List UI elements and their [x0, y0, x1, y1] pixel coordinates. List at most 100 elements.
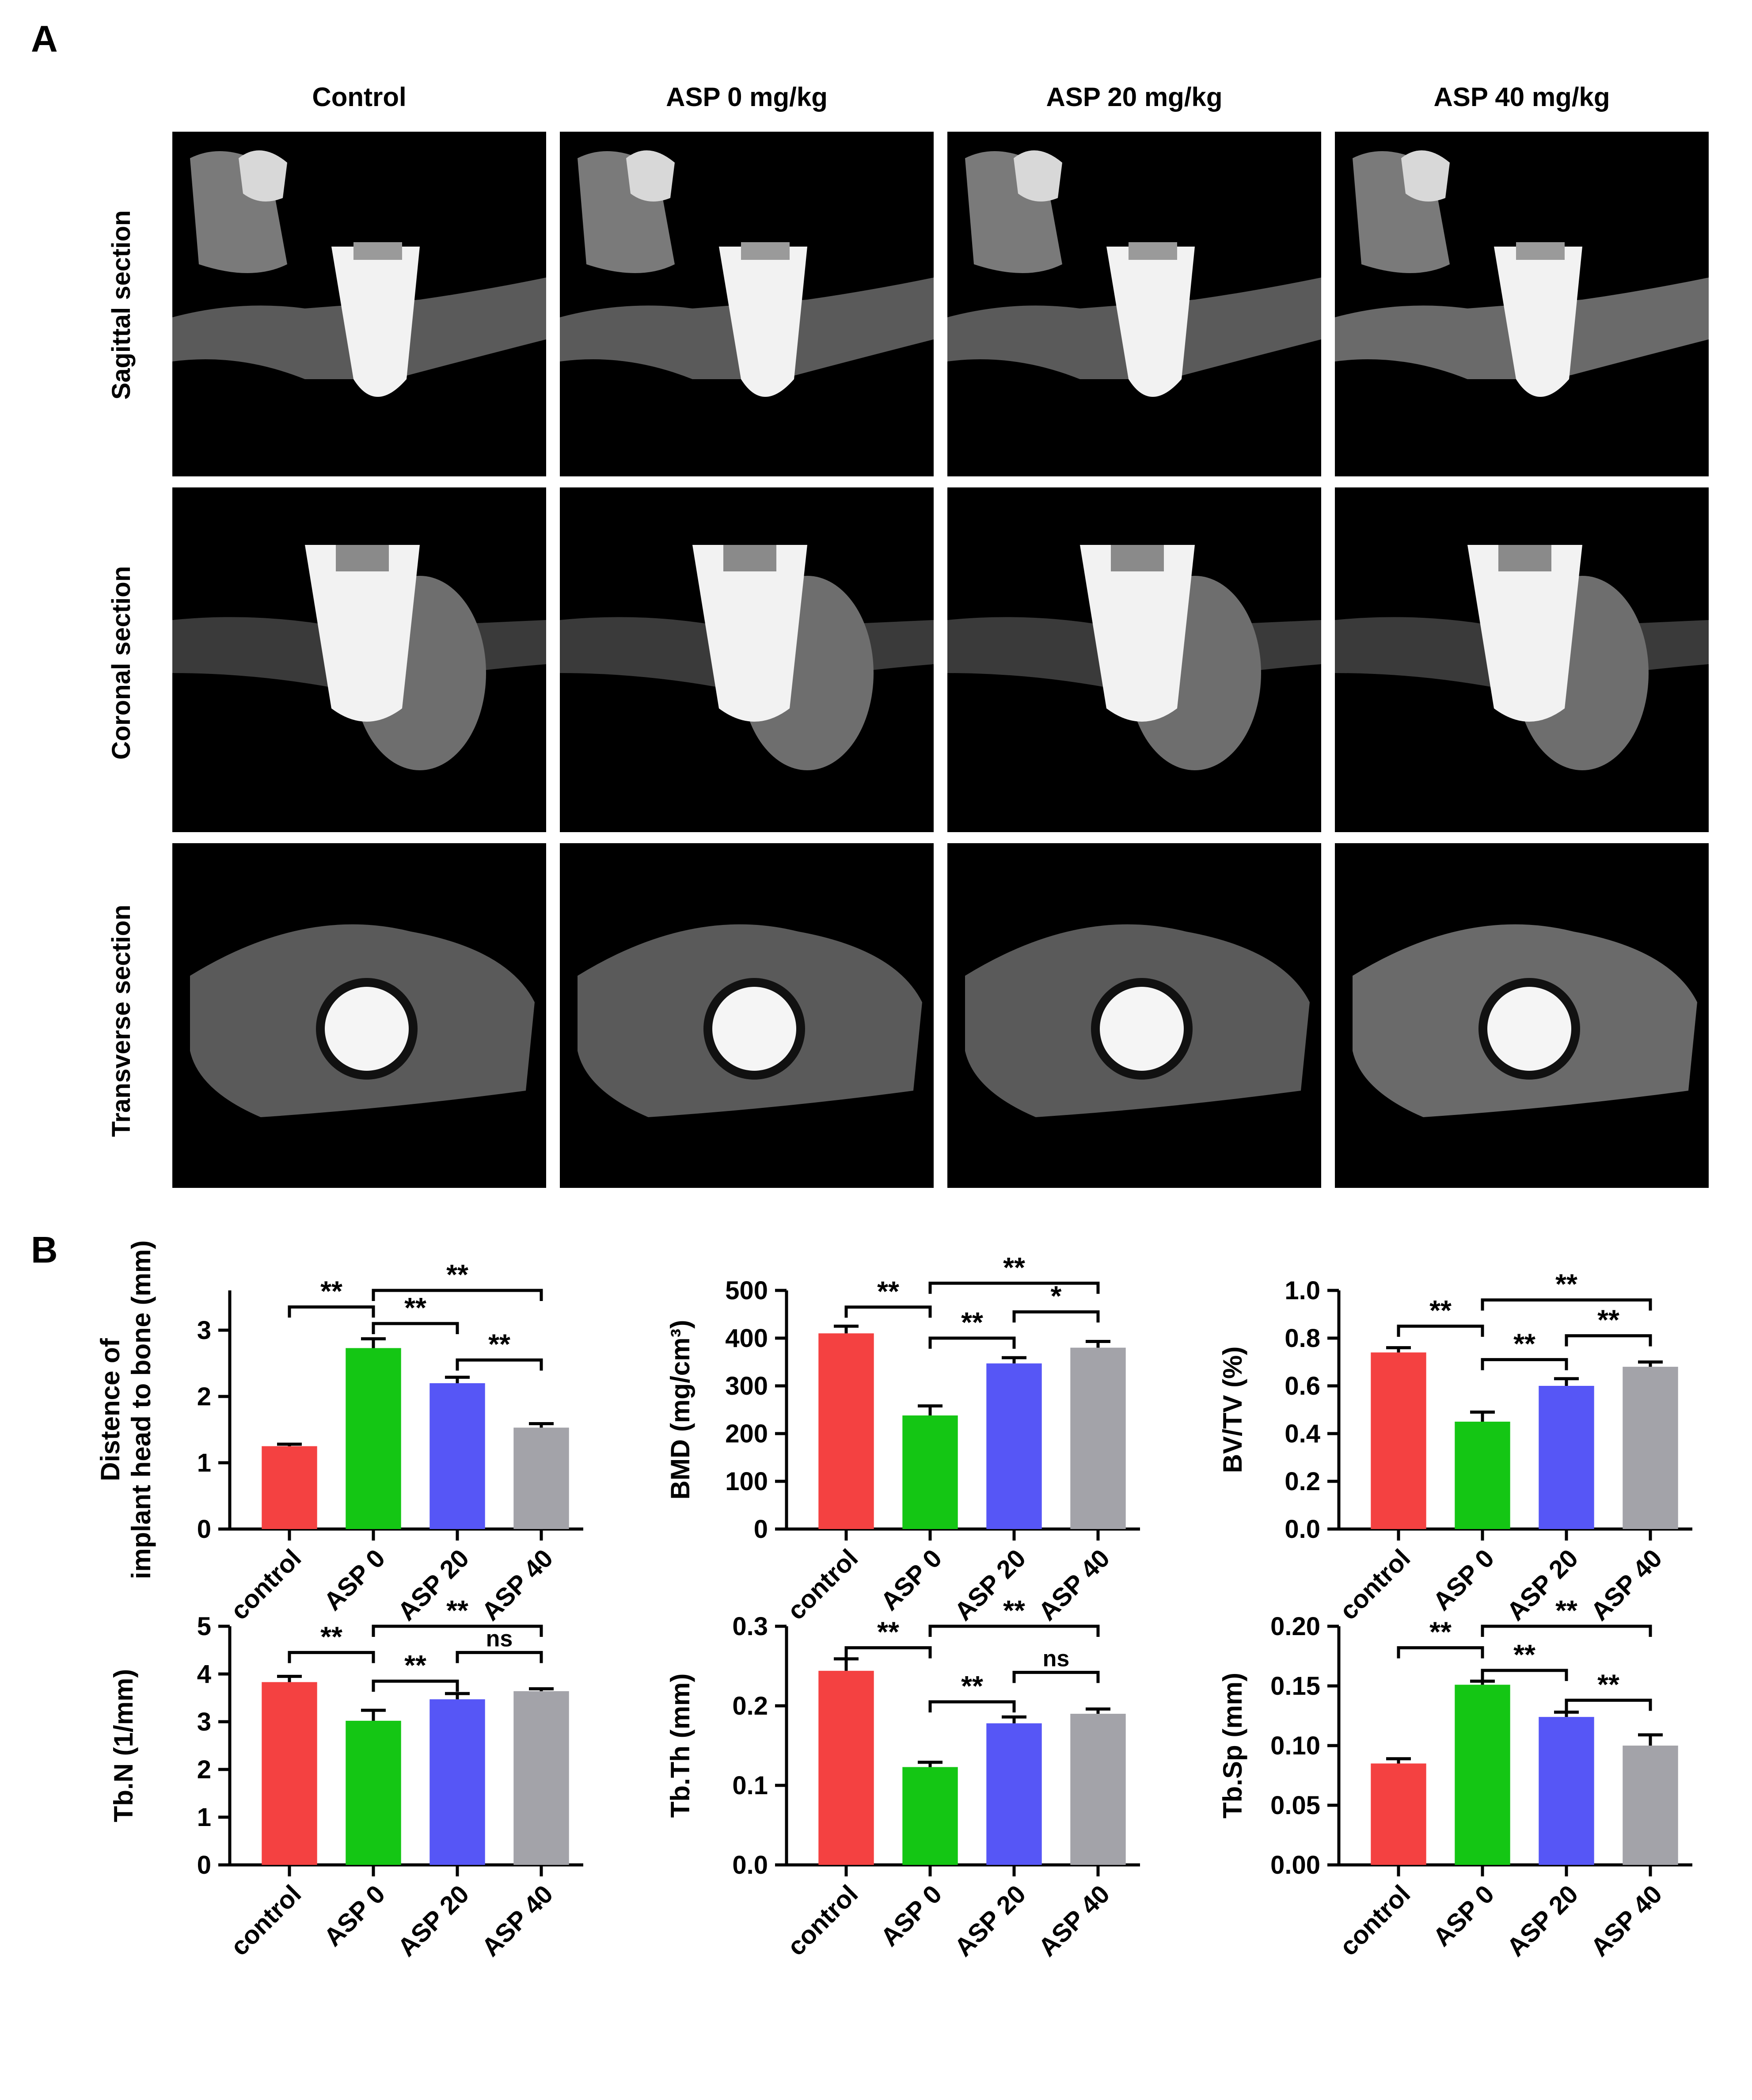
bar-asp-0: [346, 1348, 401, 1529]
significance-bracket: [1012, 1670, 1100, 1683]
y-axis-label: Tb.N (1/mm): [109, 1669, 138, 1822]
implant-cap: [1498, 545, 1551, 571]
significance-label: **: [404, 1292, 426, 1324]
significance-label: **: [1597, 1304, 1619, 1336]
y-tick-label: 5: [197, 1612, 211, 1641]
implant-disc: [1487, 987, 1571, 1071]
y-tick-label: 200: [725, 1419, 768, 1448]
y-axis-label: Tb.Sp (mm): [1218, 1673, 1247, 1818]
significance-bracket: [844, 1646, 932, 1659]
significance-bracket: [1481, 1358, 1568, 1370]
significance-label: **: [1429, 1294, 1452, 1326]
column-title-asp20: ASP 20 mg/kg: [1046, 82, 1223, 112]
significance-bracket: [928, 1700, 1016, 1712]
significance-label: **: [1555, 1268, 1577, 1300]
y-tick-label: 400: [725, 1324, 768, 1353]
y-tick-label: 100: [725, 1467, 768, 1496]
column-title-asp0: ASP 0 mg/kg: [666, 82, 828, 112]
row-title-coronal: Coronal section: [107, 566, 136, 760]
implant-shape: [331, 247, 420, 397]
bar-control: [1371, 1763, 1426, 1865]
significance-bracket: [372, 1679, 459, 1692]
x-tick-label: ASP 0: [1427, 1879, 1500, 1952]
significance-label: ns: [486, 1626, 513, 1651]
x-tick-label: ASP 20: [949, 1879, 1032, 1962]
implant-cap: [1129, 242, 1177, 260]
implant-shape: [1080, 545, 1195, 722]
significance-label: **: [1513, 1639, 1535, 1670]
y-tick-label: 0: [197, 1515, 211, 1544]
y-tick-label: 500: [725, 1276, 768, 1305]
implant-shape: [719, 247, 807, 397]
y-tick-label: 2: [197, 1382, 211, 1411]
row-title-sagittal: Sagittal section: [107, 210, 136, 400]
implant-cap: [336, 545, 389, 571]
significance-bracket: [1481, 1298, 1652, 1311]
chart-bmd: 0 100 200 300 400 500 BMD (mg/cm³) control ASP 0…: [641, 1237, 1215, 1746]
tooth-crown: [1014, 150, 1062, 202]
ct-image-sagittal-control: [172, 132, 546, 476]
bar-asp-40: [1070, 1714, 1126, 1865]
significance-label: **: [1555, 1594, 1577, 1626]
significance-bracket: [928, 1282, 1100, 1294]
ct-image-coronal-asp40: [1335, 487, 1709, 832]
bar-asp-40: [1070, 1347, 1126, 1529]
y-tick-label: 0.20: [1270, 1612, 1320, 1641]
y-tick-label: 3: [197, 1316, 211, 1345]
significance-bracket: [288, 1305, 375, 1318]
chart-tbsp: 0.00 0.05 0.10 0.15 0.20 Tb.Sp (mm) control ASP…: [1193, 1573, 1752, 2081]
y-tick-label: 0.0: [732, 1851, 768, 1879]
bar-control: [818, 1670, 874, 1865]
chart-tbth: 0.0 0.1 0.2 0.3 Tb.Th (mm) control ASP 0 ASP 20…: [641, 1573, 1215, 2081]
significance-label: **: [877, 1275, 899, 1307]
y-axis-label: Distence of: [95, 1338, 125, 1481]
ct-image-sagittal-asp20: [947, 132, 1321, 476]
implant-cap: [741, 242, 790, 260]
ct-image-sagittal-asp40: [1335, 132, 1709, 476]
implant-disc: [712, 987, 796, 1071]
ct-image-coronal-asp0: [560, 487, 934, 832]
significance-bracket: [372, 1624, 543, 1637]
y-tick-label: 0.4: [1285, 1419, 1320, 1448]
y-tick-label: 0: [754, 1515, 768, 1544]
significance-bracket: [456, 1651, 543, 1663]
tooth-crown: [626, 150, 675, 202]
implant-cap: [353, 242, 402, 260]
implant-cap: [1516, 242, 1565, 260]
significance-bracket: [1565, 1698, 1652, 1711]
bar-asp-20: [1539, 1386, 1594, 1529]
y-tick-label: 2: [197, 1755, 211, 1784]
bar-control: [1371, 1352, 1426, 1529]
significance-label: **: [488, 1328, 510, 1360]
x-tick-label: ASP 20: [392, 1879, 475, 1962]
significance-label: **: [877, 1616, 899, 1648]
significance-label: **: [404, 1649, 426, 1681]
significance-bracket: [372, 1289, 543, 1301]
significance-label: **: [961, 1670, 983, 1702]
tooth-crown: [239, 150, 287, 202]
significance-label: **: [961, 1306, 983, 1338]
row-title-transverse: Transverse section: [107, 905, 136, 1137]
significance-label: **: [446, 1594, 468, 1626]
ct-image-transverse-asp40: [1335, 843, 1709, 1188]
panel-a-letter: A: [31, 18, 58, 60]
y-tick-label: 0.15: [1270, 1672, 1320, 1701]
y-tick-label: 1: [197, 1803, 211, 1832]
y-tick-label: 0.10: [1270, 1731, 1320, 1760]
bar-control: [818, 1333, 874, 1529]
x-tick-label: ASP 20: [1501, 1879, 1584, 1962]
significance-label: **: [1003, 1594, 1025, 1626]
significance-label: *: [1051, 1280, 1062, 1312]
implant-shape: [305, 545, 420, 722]
y-tick-label: 0.2: [1285, 1467, 1320, 1496]
bar-control: [262, 1446, 317, 1529]
implant-shape: [692, 545, 807, 722]
column-title-control: Control: [312, 82, 407, 112]
y-axis-label: implant head to bone (mm): [126, 1240, 156, 1579]
bar-asp-20: [986, 1723, 1042, 1865]
significance-bracket: [456, 1358, 543, 1371]
significance-label: **: [1597, 1668, 1619, 1700]
y-tick-label: 0: [197, 1851, 211, 1879]
x-tick-label: ASP 40: [1585, 1879, 1668, 1962]
